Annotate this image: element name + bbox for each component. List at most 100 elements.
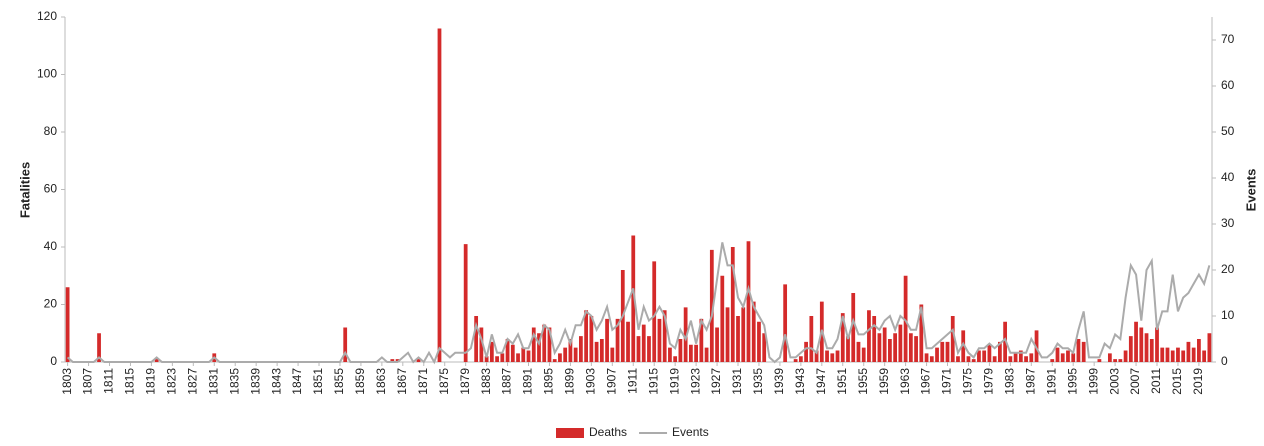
bar	[1003, 321, 1008, 362]
x-tick-label: 1931	[730, 368, 744, 395]
bar	[631, 235, 636, 362]
x-tick-label: 1991	[1044, 368, 1058, 395]
bar	[945, 341, 950, 362]
bar	[966, 356, 971, 362]
bar	[846, 336, 850, 362]
legend-swatch	[556, 428, 584, 438]
x-tick-label: 1903	[584, 368, 598, 395]
bar	[1123, 350, 1128, 362]
bar	[1081, 341, 1086, 362]
y-tick-label: 120	[37, 9, 57, 23]
bar	[1202, 350, 1207, 362]
x-tick-label: 2019	[1191, 368, 1205, 395]
bar	[662, 310, 667, 362]
bar	[563, 347, 568, 362]
bar	[919, 304, 924, 362]
y-tick-label: 100	[37, 67, 57, 81]
bar	[615, 318, 620, 362]
y2-tick-label: 70	[1221, 32, 1235, 46]
bar	[741, 307, 746, 362]
x-tick-label: 1987	[1023, 368, 1037, 395]
bar	[558, 353, 562, 362]
x-tick-label: 1863	[374, 368, 388, 395]
bar	[961, 330, 966, 362]
bar	[526, 350, 531, 362]
x-tick-label: 1831	[206, 368, 220, 395]
bar	[479, 327, 484, 362]
bar	[65, 287, 70, 362]
bar	[982, 350, 987, 362]
y2-tick-label: 40	[1221, 170, 1235, 184]
x-tick-label: 1859	[353, 368, 367, 395]
bar	[1139, 327, 1144, 362]
bar	[893, 333, 898, 362]
bar	[997, 341, 1002, 362]
x-tick-label: 1803	[60, 368, 74, 395]
x-tick-label: 1843	[269, 368, 283, 395]
bar	[867, 310, 871, 362]
bar	[1055, 347, 1060, 362]
bar	[835, 350, 840, 362]
x-tick-label: 2015	[1170, 368, 1184, 395]
x-tick-label: 1967	[919, 368, 933, 395]
x-tick-label: 1979	[982, 368, 996, 395]
x-tick-label: 1943	[793, 368, 807, 395]
bar	[610, 347, 615, 362]
bar	[1097, 359, 1102, 362]
bar	[992, 356, 997, 362]
y-tick-label: 20	[44, 297, 58, 311]
bar	[495, 356, 499, 362]
x-tick-label: 1835	[227, 368, 241, 395]
bar	[1191, 347, 1196, 362]
bar	[1113, 359, 1117, 362]
bar	[977, 350, 981, 362]
y-tick-label: 40	[44, 239, 58, 253]
x-tick-label: 1807	[81, 368, 95, 395]
bar	[521, 347, 526, 362]
bar	[840, 313, 845, 362]
bar	[950, 316, 955, 362]
x-tick-label: 1975	[961, 368, 975, 395]
y2-axis-title: Events	[1243, 169, 1258, 212]
bar	[474, 316, 479, 362]
bar	[1024, 356, 1028, 362]
bar	[97, 333, 101, 362]
bar	[1128, 336, 1133, 362]
x-tick-label: 1939	[772, 368, 786, 395]
bar	[715, 327, 719, 362]
bar	[605, 318, 609, 362]
bar	[599, 339, 604, 362]
bar	[1170, 350, 1175, 362]
bar	[809, 316, 814, 362]
bar	[673, 356, 678, 362]
bar	[1176, 347, 1180, 362]
bar	[1207, 333, 1212, 362]
bar	[505, 339, 510, 362]
bar	[641, 324, 646, 362]
bar	[688, 344, 693, 362]
x-tick-label: 1935	[751, 368, 765, 395]
bar	[798, 356, 803, 362]
bar	[762, 333, 767, 362]
bar	[956, 356, 960, 362]
x-tick-label: 1887	[500, 368, 514, 395]
bar	[877, 333, 882, 362]
bar	[1160, 347, 1165, 362]
x-tick-label: 1879	[458, 368, 472, 395]
x-tick-label: 1899	[563, 368, 577, 395]
legend-label: Deaths	[589, 425, 627, 439]
x-tick-label: 1951	[835, 368, 849, 395]
bar	[1134, 321, 1138, 362]
x-tick-label: 1847	[290, 368, 304, 395]
y-tick-label: 80	[44, 124, 58, 138]
x-tick-label: 1947	[814, 368, 828, 395]
bar	[1181, 350, 1186, 362]
bar	[814, 350, 819, 362]
x-tick-label: 1815	[123, 368, 137, 395]
bar	[395, 359, 400, 362]
bar	[594, 341, 599, 362]
bar	[1076, 339, 1081, 362]
bar	[709, 249, 714, 362]
bar	[531, 327, 536, 362]
